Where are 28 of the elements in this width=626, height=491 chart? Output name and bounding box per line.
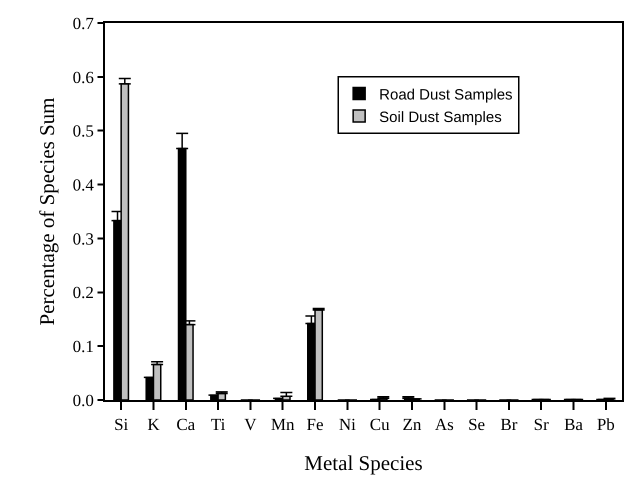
y-tick-label: 0.7 [72, 14, 94, 33]
x-tick-label: Si [114, 415, 129, 434]
x-axis-title: Metal Species [304, 450, 423, 475]
y-tick-label: 0.3 [72, 229, 94, 248]
x-tick-label: Fe [306, 415, 324, 434]
x-tick-label: Zn [402, 415, 422, 434]
y-tick-label: 0.1 [72, 337, 94, 356]
y-tick-label: 0.4 [72, 176, 94, 195]
x-tick-label: Ca [176, 415, 196, 434]
y-axis-title: Percentage of Species Sum [35, 97, 60, 326]
legend-label: Road Dust Samples [379, 86, 513, 104]
legend-label: Soil Dust Samples [379, 108, 502, 126]
x-tick-label: As [434, 415, 454, 434]
x-tick-label: Ba [564, 415, 584, 434]
x-tick-label: Cu [370, 415, 390, 434]
x-tick-label: Ti [210, 415, 226, 434]
x-tick-label: Sr [534, 415, 550, 434]
y-tick-label: 0.2 [72, 283, 94, 302]
x-tick-label: V [244, 415, 258, 434]
y-tick-label: 0.5 [72, 122, 94, 141]
x-tick-label: Se [468, 415, 486, 434]
y-tick-label: 0.6 [72, 68, 94, 87]
x-tick-label: Ni [338, 415, 356, 434]
x-tick-label: Mn [270, 415, 296, 434]
x-tick-label: K [147, 415, 160, 434]
x-tick-label: Br [500, 415, 518, 434]
text: 0.0 [72, 390, 94, 410]
x-tick-label: Pb [596, 415, 615, 434]
